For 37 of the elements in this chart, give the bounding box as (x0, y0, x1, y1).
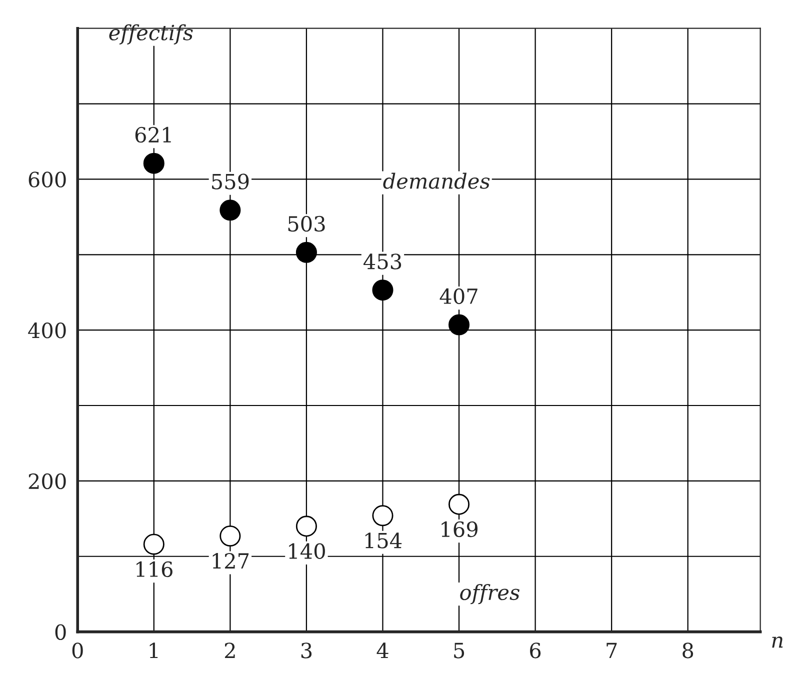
x-tick-label: 1 (150, 642, 158, 658)
point (372, 280, 394, 301)
data-label: 127 (212, 553, 249, 568)
x-tick-label: 4 (376, 642, 388, 658)
annotation: offres (460, 584, 520, 604)
y-tick-label: 400 (28, 322, 66, 338)
data-label: 559 (212, 174, 249, 190)
point (448, 494, 470, 515)
data-label: 453 (363, 254, 402, 270)
x-tick-label: 5 (454, 642, 464, 658)
y-tick-label: 200 (28, 473, 66, 490)
data-label: 154 (365, 532, 402, 548)
y-tick-label: 600 (28, 172, 66, 188)
point (220, 525, 241, 547)
point (448, 314, 470, 336)
point (220, 200, 241, 221)
data-label: 407 (440, 288, 478, 304)
x-tick-label: 2 (224, 642, 235, 658)
data-label: 116 (136, 561, 172, 578)
data-label: 503 (288, 216, 325, 232)
x-tick-label: 3 (301, 642, 312, 658)
point (143, 534, 164, 555)
y-axis-title: effectifs (109, 24, 193, 44)
point (372, 505, 394, 526)
x-axis-title: n (772, 636, 783, 648)
data-label: 169 (442, 521, 478, 538)
y-tick-label: 0 (55, 624, 66, 640)
x-tick-label: 8 (682, 642, 694, 658)
point (296, 242, 317, 263)
x-tick-label: 0 (72, 642, 83, 658)
x-tick-label: 7 (606, 642, 617, 658)
data-label: 621 (135, 126, 171, 143)
point (143, 152, 164, 174)
x-tick-label: 6 (530, 642, 541, 658)
annotation: demandes (383, 172, 490, 189)
point (296, 516, 317, 537)
data-label: 140 (289, 543, 325, 559)
